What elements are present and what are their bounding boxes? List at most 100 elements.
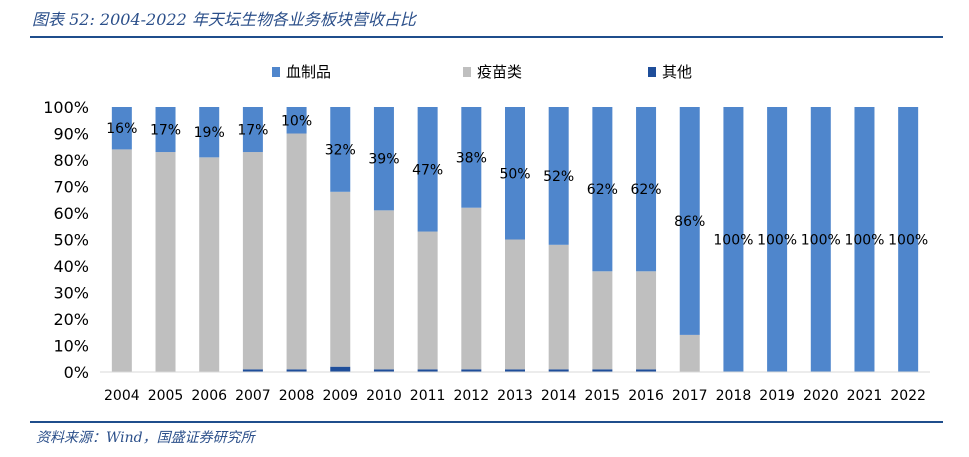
data-label: 62% (587, 182, 618, 198)
x-tick-label: 2006 (191, 388, 227, 404)
bar-segment (286, 107, 307, 134)
y-tick-label: 20% (53, 310, 89, 329)
bar-segment (373, 107, 394, 211)
x-tick-label: 2011 (410, 388, 446, 404)
title-rule (30, 36, 943, 38)
data-label: 50% (499, 166, 530, 182)
y-tick-label: 0% (64, 363, 89, 382)
y-tick-label: 80% (53, 151, 89, 170)
bar-segment (592, 271, 613, 370)
source-note: 资料来源：Wind，国盛证券研究所 (36, 430, 255, 446)
bar-segment (155, 152, 176, 372)
legend-swatch (463, 67, 471, 77)
data-label: 86% (674, 214, 705, 230)
bar-segment (111, 107, 132, 150)
data-label: 62% (630, 182, 661, 198)
legend-swatch (272, 67, 280, 77)
x-tick-label: 2016 (628, 388, 664, 404)
x-tick-label: 2020 (803, 388, 839, 404)
y-tick-label: 100% (43, 98, 89, 117)
bar-segment (810, 107, 831, 372)
bar-segment (548, 244, 569, 370)
bar-segment (767, 107, 788, 372)
bar-segment (111, 149, 132, 372)
x-tick-label: 2005 (148, 388, 184, 404)
bar-segment (417, 231, 438, 370)
bar-segment (636, 107, 657, 272)
data-label: 100% (713, 233, 753, 249)
y-tick-label: 70% (53, 178, 89, 197)
legend-swatch (648, 67, 656, 77)
data-label: 39% (368, 152, 399, 168)
bar-segment (548, 369, 569, 372)
bar-segment (461, 207, 482, 370)
bar-segment (199, 107, 220, 158)
bar-segment (505, 107, 525, 240)
bar-segment (417, 107, 438, 232)
bar-segment (592, 369, 613, 372)
legend-label: 血制品 (286, 63, 331, 81)
bar-segment (679, 334, 700, 372)
x-tick-label: 2013 (497, 388, 533, 404)
y-tick-label: 90% (53, 125, 89, 144)
x-tick-label: 2014 (541, 388, 577, 404)
data-label: 17% (237, 123, 268, 139)
bar-segment (286, 369, 307, 372)
data-label: 100% (801, 233, 841, 249)
bar-segment (636, 369, 657, 372)
x-tick-label: 2012 (453, 388, 489, 404)
data-label: 10% (281, 113, 312, 129)
y-tick-label: 30% (53, 284, 89, 303)
data-label: 47% (412, 162, 443, 178)
bar-segment (461, 369, 482, 372)
bar-segment (548, 107, 569, 245)
bar-segment (242, 107, 263, 153)
bar-segment (854, 107, 875, 372)
bar-segment (373, 210, 394, 370)
x-tick-label: 2010 (366, 388, 402, 404)
bar-segment (330, 191, 351, 367)
data-label: 100% (844, 233, 884, 249)
bar-segment (330, 107, 351, 192)
bar-segment (199, 157, 220, 372)
y-tick-label: 60% (53, 204, 89, 223)
y-tick-label: 10% (53, 337, 89, 356)
x-tick-label: 2022 (890, 388, 926, 404)
x-tick-label: 2019 (759, 388, 795, 404)
x-tick-label: 2017 (672, 388, 708, 404)
bar-segment (155, 107, 176, 153)
data-label: 17% (150, 123, 181, 139)
data-label: 38% (456, 150, 487, 166)
data-label: 16% (106, 121, 137, 137)
bar-segment (286, 133, 307, 370)
bar-segment (636, 271, 657, 370)
source-rule (30, 421, 943, 423)
bar-segment (898, 107, 919, 372)
x-tick-label: 2007 (235, 388, 271, 404)
x-tick-label: 2008 (279, 388, 315, 404)
bar-segment (330, 366, 351, 372)
bar-segment (505, 239, 525, 370)
bar-segment (417, 369, 438, 372)
data-label: 32% (325, 142, 356, 158)
x-tick-label: 2009 (322, 388, 358, 404)
bar-segment (679, 107, 700, 335)
bar-segment (461, 107, 482, 208)
legend-label: 疫苗类 (477, 63, 522, 81)
legend-label: 其他 (662, 63, 692, 81)
bar-segment (242, 152, 263, 370)
x-tick-label: 2015 (585, 388, 621, 404)
bar-segment (242, 369, 263, 372)
bar-segment (373, 369, 394, 372)
y-tick-label: 40% (53, 257, 89, 276)
x-tick-label: 2004 (104, 388, 140, 404)
data-label: 19% (194, 125, 225, 141)
bar-segment (723, 107, 744, 372)
data-label: 52% (543, 169, 574, 185)
bar-segment (592, 107, 613, 272)
chart-title: 图表 52: 2004-2022 年天坛生物各业务板块营收占比 (32, 10, 416, 29)
x-tick-label: 2018 (716, 388, 752, 404)
x-tick-label: 2021 (847, 388, 883, 404)
data-label: 100% (757, 233, 797, 249)
